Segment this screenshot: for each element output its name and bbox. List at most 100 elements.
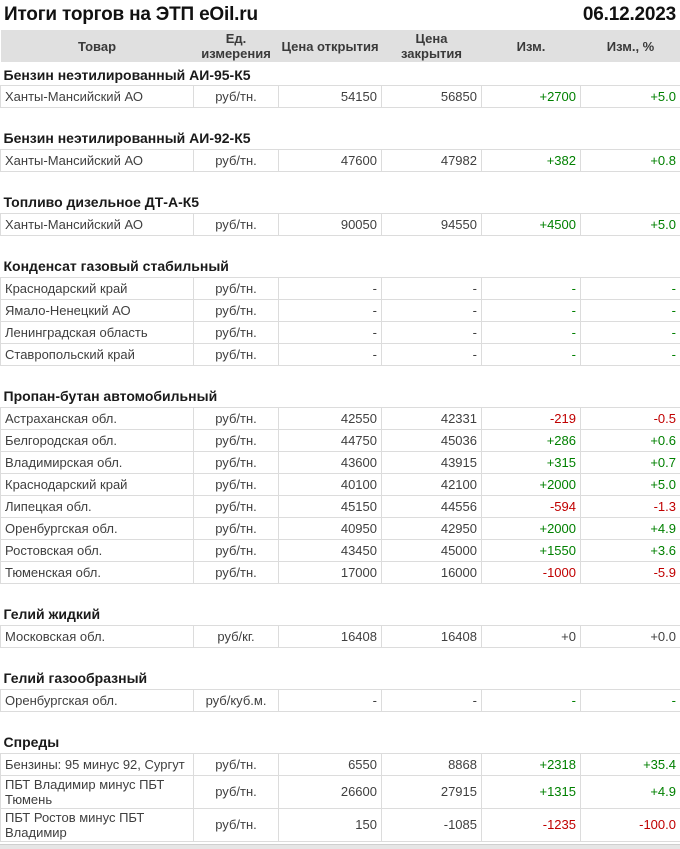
table-row: ПБТ Ростов минус ПБТ Владимир руб/тн. 150 -…: [0, 807, 680, 842]
open-price-cell: 16408: [278, 624, 382, 648]
section-title: Гелий газообразный: [3, 670, 148, 687]
change-pct-cell: -: [580, 298, 680, 322]
change-pct-cell: +5.0: [580, 212, 680, 236]
change-pct-cell: -100.0: [580, 807, 680, 842]
section-header-row: Бензин неэтилированный АИ-92-К5: [1, 127, 680, 149]
unit-cell: руб/тн.: [193, 320, 279, 344]
change-cell: +2000: [481, 472, 581, 496]
unit-cell: руб/кг.: [193, 624, 279, 648]
table-row: Белгородская обл. руб/тн. 44750 45036 +286 +0…: [0, 428, 680, 452]
close-price-cell: 45036: [381, 428, 482, 452]
col-header-change-pct: Изм., %: [580, 30, 680, 64]
open-price-cell: -: [278, 320, 382, 344]
table-row: Оренбургская обл. руб/куб.м. - - - -: [0, 688, 680, 712]
section-header-row: Гелий газообразный: [1, 667, 680, 689]
unit-cell: руб/куб.м.: [193, 688, 279, 712]
close-price-cell: 16000: [381, 560, 482, 584]
product-cell: Владимирская обл.: [0, 450, 194, 474]
product-cell: ПБТ Ростов минус ПБТ Владимир: [0, 807, 194, 842]
change-pct-cell: -0.5: [580, 406, 680, 430]
spacer-row: [1, 711, 680, 731]
close-price-cell: 45000: [381, 538, 482, 562]
unit-cell: руб/тн.: [193, 276, 279, 300]
unit-cell: руб/тн.: [193, 428, 279, 452]
table-row: Ростовская обл. руб/тн. 43450 45000 +1550 +3.…: [0, 538, 680, 562]
col-header-unit: Ед. измерения: [193, 30, 279, 64]
change-cell: +1315: [481, 774, 581, 809]
open-price-cell: 47600: [278, 148, 382, 172]
table-row: Астраханская обл. руб/тн. 42550 42331 -219 -0…: [0, 406, 680, 430]
table-row: Краснодарский край руб/тн. - - - -: [0, 276, 680, 300]
change-cell: +315: [481, 450, 581, 474]
change-cell: +2700: [481, 84, 581, 108]
table-body: Бензин неэтилированный АИ-95-К5 Ханты-Ман…: [0, 63, 680, 842]
section-header-row: Топливо дизельное ДТ-А-К5: [1, 191, 680, 213]
change-cell: +2318: [481, 752, 581, 776]
product-cell: Краснодарский край: [0, 472, 194, 496]
product-cell: Белгородская обл.: [0, 428, 194, 452]
spacer-row: [1, 171, 680, 191]
unit-cell: руб/тн.: [193, 560, 279, 584]
unit-cell: руб/тн.: [193, 774, 279, 809]
change-pct-cell: +0.0: [580, 624, 680, 648]
change-cell: +286: [481, 428, 581, 452]
product-cell: Ростовская обл.: [0, 538, 194, 562]
section-title: Пропан-бутан автомобильный: [3, 388, 218, 405]
unit-cell: руб/тн.: [193, 148, 279, 172]
section-title: Бензин неэтилированный АИ-92-К5: [3, 130, 251, 147]
table-row: ПБТ Владимир минус ПБТ Тюмень руб/тн. 2660…: [0, 774, 680, 809]
unit-cell: руб/тн.: [193, 406, 279, 430]
change-pct-cell: -5.9: [580, 560, 680, 584]
close-price-cell: 56850: [381, 84, 482, 108]
product-cell: Астраханская обл.: [0, 406, 194, 430]
close-price-cell: 47982: [381, 148, 482, 172]
table-row: Краснодарский край руб/тн. 40100 42100 +2000…: [0, 472, 680, 496]
open-price-cell: 150: [278, 807, 382, 842]
close-price-cell: 94550: [381, 212, 482, 236]
page-title: Итоги торгов на ЭТП eOil.ru: [4, 4, 258, 25]
change-pct-cell: -: [580, 320, 680, 344]
section-title: Гелий жидкий: [3, 606, 101, 623]
product-cell: Липецкая обл.: [0, 494, 194, 518]
section-title: Конденсат газовый стабильный: [3, 258, 229, 275]
results-table: Товар Ед. измерения Цена открытия Цена з…: [0, 30, 680, 842]
product-cell: Ямало-Ненецкий АО: [0, 298, 194, 322]
open-price-cell: 26600: [278, 774, 382, 809]
change-cell: -: [481, 688, 581, 712]
close-price-cell: 42331: [381, 406, 482, 430]
table-row: Оренбургская обл. руб/тн. 40950 42950 +2000 +…: [0, 516, 680, 540]
change-cell: -: [481, 342, 581, 366]
unit-cell: руб/тн.: [193, 84, 279, 108]
close-price-cell: -: [381, 276, 482, 300]
change-cell: +1550: [481, 538, 581, 562]
close-price-cell: -: [381, 688, 482, 712]
close-price-cell: 42950: [381, 516, 482, 540]
change-pct-cell: +5.0: [580, 472, 680, 496]
open-price-cell: 43450: [278, 538, 382, 562]
titlebar: Итоги торгов на ЭТП eOil.ru 06.12.2023: [0, 0, 680, 30]
close-price-cell: 8868: [381, 752, 482, 776]
product-cell: ПБТ Владимир минус ПБТ Тюмень: [0, 774, 194, 809]
col-header-open-price: Цена открытия: [278, 30, 382, 64]
unit-cell: руб/тн.: [193, 494, 279, 518]
product-cell: Оренбургская обл.: [0, 688, 194, 712]
close-price-cell: -: [381, 298, 482, 322]
unit-cell: руб/тн.: [193, 752, 279, 776]
unit-cell: руб/тн.: [193, 807, 279, 842]
open-price-cell: 40950: [278, 516, 382, 540]
change-pct-cell: +4.9: [580, 516, 680, 540]
open-price-cell: 45150: [278, 494, 382, 518]
product-cell: Ханты-Мансийский АО: [0, 148, 194, 172]
close-price-cell: 16408: [381, 624, 482, 648]
open-price-cell: 42550: [278, 406, 382, 430]
unit-cell: руб/тн.: [193, 472, 279, 496]
change-cell: -: [481, 298, 581, 322]
table-row: Ямало-Ненецкий АО руб/тн. - - - -: [0, 298, 680, 322]
unit-cell: руб/тн.: [193, 212, 279, 236]
section-header-row: Конденсат газовый стабильный: [1, 255, 680, 277]
col-header-change: Изм.: [481, 30, 581, 64]
table-row: Липецкая обл. руб/тн. 45150 44556 -594 -1.3: [0, 494, 680, 518]
change-pct-cell: +0.6: [580, 428, 680, 452]
section-header-row: Бензин неэтилированный АИ-95-К5: [1, 63, 680, 85]
product-cell: Ханты-Мансийский АО: [0, 84, 194, 108]
